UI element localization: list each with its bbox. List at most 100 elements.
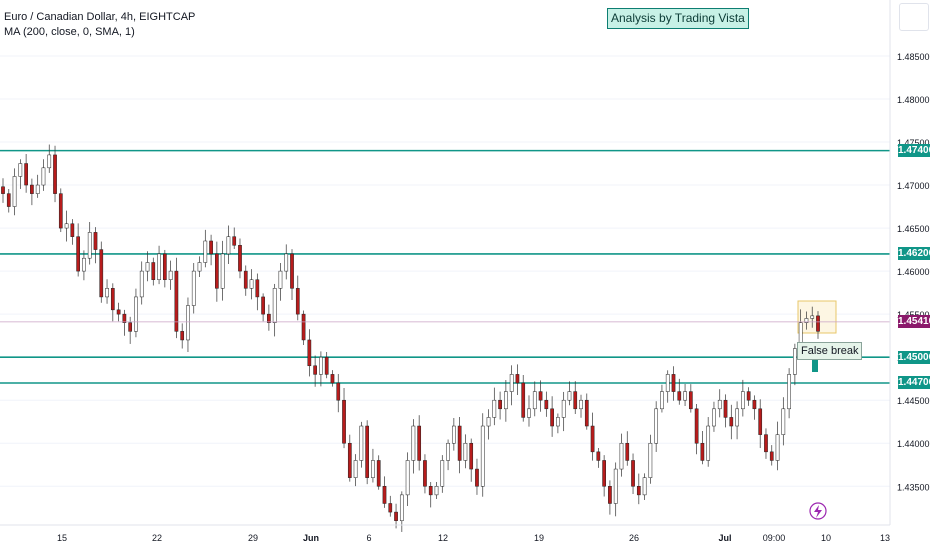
x-tick-label: 26 [629, 533, 639, 543]
candle [608, 480, 612, 515]
candle [110, 283, 115, 322]
chart-settings-box[interactable] [899, 3, 929, 31]
candle [446, 439, 450, 471]
candle [18, 159, 23, 189]
candle [793, 343, 797, 386]
analysis-badge: Analysis by Trading Vista [607, 8, 749, 29]
candle [787, 368, 791, 419]
candle [301, 310, 306, 345]
candle [197, 256, 202, 277]
candles [1, 144, 820, 532]
candle [532, 381, 537, 417]
candle [706, 417, 711, 467]
candle [261, 293, 265, 322]
candle [660, 384, 664, 413]
candle [330, 370, 335, 387]
indicator-label: MA (200, close, 0, SMA, 1) [4, 26, 135, 38]
x-tick-label: Jun [303, 533, 319, 543]
candle [116, 302, 121, 322]
candle [376, 455, 381, 490]
candle [399, 491, 404, 532]
candle [423, 454, 427, 494]
candle [249, 269, 254, 300]
candle [41, 159, 46, 191]
candle [342, 388, 346, 449]
candle [105, 279, 109, 304]
candle [157, 245, 161, 285]
candle [53, 145, 57, 203]
candle [602, 455, 606, 497]
candle [463, 434, 468, 469]
candle [810, 306, 815, 328]
y-tick-label: 1.44500 [897, 396, 930, 406]
y-tick-label: 1.47000 [897, 181, 930, 191]
symbol-title: Euro / Canadian Dollar, 4h, EIGHTCAP [4, 11, 196, 23]
candle [590, 412, 595, 461]
candle [168, 260, 173, 290]
y-tick-label: 1.46000 [897, 267, 930, 277]
candle [295, 275, 300, 321]
candle [35, 174, 40, 198]
candle [365, 420, 369, 485]
candle [648, 434, 653, 484]
candle [498, 391, 502, 420]
candle [64, 210, 69, 242]
candle [394, 503, 398, 529]
candle [579, 394, 583, 418]
y-tick-label: 1.43500 [897, 482, 930, 492]
candle [232, 227, 237, 249]
candle [162, 249, 167, 288]
candle [371, 448, 375, 483]
candle [76, 223, 80, 277]
candle [561, 391, 566, 432]
candle [781, 397, 786, 446]
candle [556, 413, 560, 434]
candle [1, 178, 5, 203]
candle [290, 249, 294, 300]
x-tick-label: 15 [57, 533, 67, 543]
candle [665, 370, 670, 403]
candle [434, 481, 439, 500]
x-tick-label: 12 [438, 533, 448, 543]
candle [313, 355, 317, 387]
lightning-icon[interactable] [809, 502, 827, 520]
candle [70, 219, 75, 245]
candle [619, 433, 624, 477]
candle [145, 251, 150, 282]
candle [504, 380, 508, 422]
candle [272, 283, 277, 337]
candle [428, 482, 433, 508]
x-tick-label: 19 [534, 533, 544, 543]
y-tick-label: 1.48000 [897, 95, 930, 105]
candle [82, 250, 86, 281]
candle [775, 421, 780, 471]
candle [758, 399, 763, 449]
y-tick-label: 1.47500 [897, 138, 930, 148]
candle [452, 418, 456, 451]
candle [238, 238, 242, 279]
candle [440, 455, 445, 493]
candle [486, 409, 491, 440]
candle [688, 384, 693, 413]
y-tick-label: 1.45500 [897, 310, 930, 320]
level-price-tag: 1.46200 [898, 247, 932, 261]
candle [209, 234, 213, 266]
candle [12, 168, 17, 216]
candle [139, 261, 144, 305]
candle [769, 445, 774, 466]
candle [186, 297, 190, 353]
candle [122, 309, 127, 336]
candle [804, 311, 809, 330]
candle [226, 225, 231, 264]
candle [255, 273, 260, 311]
candle [729, 404, 734, 440]
candle [752, 395, 757, 420]
candle [307, 329, 312, 377]
x-tick-label: 22 [152, 533, 162, 543]
candle [469, 438, 474, 482]
candle [30, 178, 34, 206]
candle [509, 365, 514, 406]
level-price-tag: 1.45000 [898, 350, 932, 364]
x-tick-label: 29 [248, 533, 258, 543]
